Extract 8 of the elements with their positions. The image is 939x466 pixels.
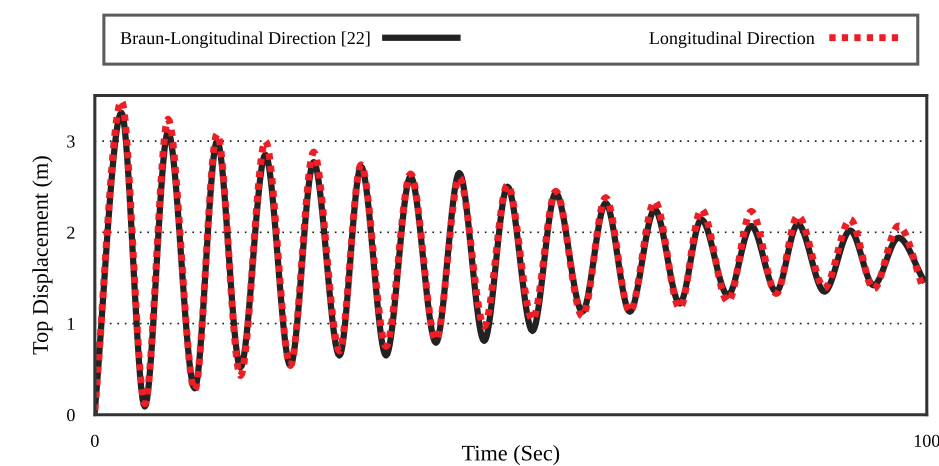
legend-label: Braun-Longitudinal Direction [22] — [120, 31, 370, 48]
y-tick-label: 3 — [67, 135, 75, 148]
x-axis-title: Time (Sec) — [462, 445, 560, 466]
y-tick-label: 0 — [67, 409, 75, 422]
y-tick-label: 1 — [68, 318, 74, 330]
y-tick-label: 2 — [67, 226, 74, 239]
y-axis-title: Top Displacement (m) — [32, 156, 52, 355]
legend-label: Longitudinal Direction — [649, 31, 815, 48]
